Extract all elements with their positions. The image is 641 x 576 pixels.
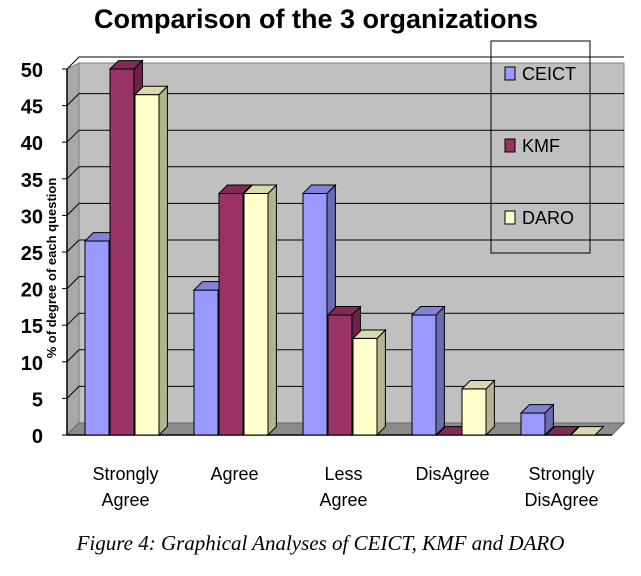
gridline [66,239,624,253]
bar-daro [351,328,387,437]
y-tick-label: 30 [21,206,43,228]
gridline [66,93,624,106]
y-tick-label: 0 [32,426,43,448]
gridline [66,56,624,70]
bar-ceict [519,403,555,437]
y-tick-label: 20 [21,280,43,302]
y-tick-label: 10 [21,353,43,375]
y-tick-label: 5 [32,389,43,411]
y-tick-label: 25 [21,243,43,265]
x-tick-label: Strongly DisAgree [524,464,598,510]
bar-daro [569,426,605,436]
x-tick-label: Strongly Agree [92,464,158,510]
legend-label-kmf: KMF [522,136,560,156]
bar-kmf [544,426,580,436]
y-tick-label: 50 [21,60,43,82]
gridline [66,166,624,180]
legend-label-daro: DARO [522,208,574,228]
legend-swatch-daro [504,210,516,225]
y-tick-label: 45 [21,97,43,119]
bar-daro [242,183,278,437]
legend: CEICT KMF DARO [490,40,591,254]
gridline [66,276,624,289]
x-tick-label: Agree [210,464,258,484]
chart-title: Comparison of the 3 organizations [94,4,538,34]
bar-daro [133,85,169,437]
y-axis-label: % of degree of each question [44,178,59,359]
bar-daro [460,379,496,437]
legend-box [490,40,591,254]
gridline [66,202,624,216]
y-tick-label: 15 [21,316,43,338]
bar-ceict [410,305,446,437]
legend-swatch-kmf [504,138,516,153]
legend-swatch-ceict [504,66,516,81]
legend-label-ceict: CEICT [522,64,576,84]
x-tick-label: Less Agree [319,464,367,510]
figure-caption: Figure 4: Graphical Analyses of CEICT, K… [76,531,565,555]
y-tick-label: 40 [21,133,43,155]
chart-canvas: Comparison of the 3 organizations % of d… [21,4,626,510]
y-tick-label: 35 [21,170,43,192]
x-tick-label: DisAgree [415,464,489,484]
gridline [66,129,624,143]
plot-side-wall [66,62,80,437]
